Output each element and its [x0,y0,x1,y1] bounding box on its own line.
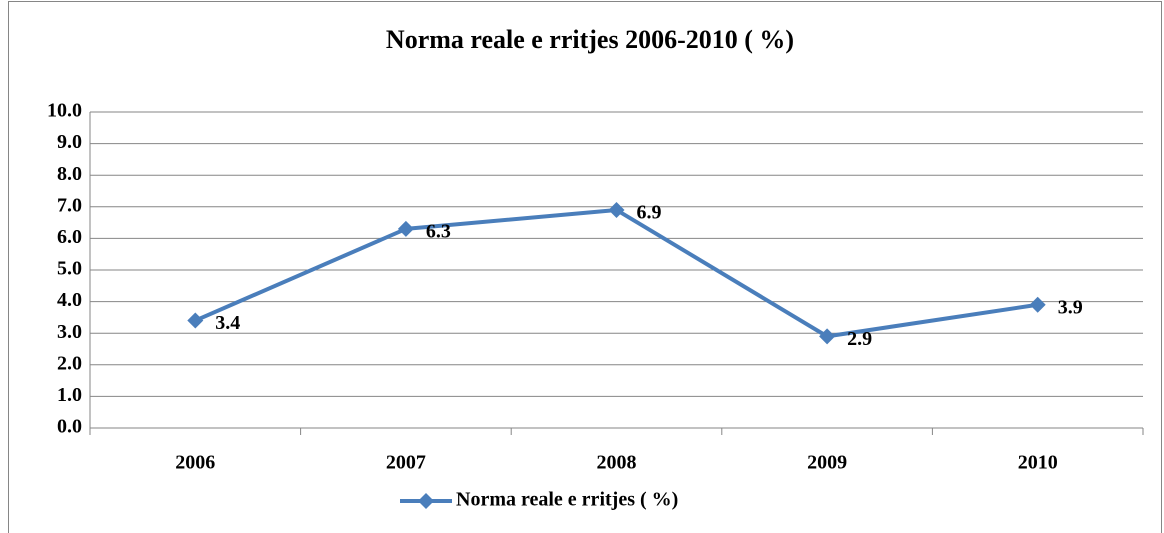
legend-label: Norma reale e rritjes ( %) [456,489,678,511]
x-tick-label: 2008 [597,452,637,474]
x-tick-label: 2010 [1018,452,1058,474]
y-tick-label: 9.0 [57,131,82,153]
y-tick-label: 4.0 [57,289,82,311]
x-tick-label: 2007 [386,452,426,474]
marker [187,312,204,329]
y-tick-label: 6.0 [57,226,82,248]
data-label: 6.9 [637,202,662,224]
marker [819,328,836,345]
marker [397,220,414,237]
y-tick-label: 1.0 [57,384,82,406]
chart-border [8,1,1162,533]
data-label: 3.4 [215,312,240,334]
legend-marker [418,493,434,509]
data-label: 2.9 [847,328,872,350]
x-tick-label: 2009 [807,452,847,474]
x-tick-label: 2006 [175,452,215,474]
data-label: 3.9 [1058,296,1083,318]
y-tick-label: 0.0 [57,416,82,438]
chart-title: Norma reale e rritjes 2006-2010 ( %) [386,25,794,54]
y-tick-label: 8.0 [57,163,82,185]
y-tick-label: 10.0 [47,100,82,122]
y-tick-label: 7.0 [57,194,82,216]
marker [1029,296,1046,313]
y-tick-label: 3.0 [57,321,82,343]
y-tick-label: 2.0 [57,352,82,374]
marker [608,201,625,218]
data-label: 6.3 [426,221,451,243]
y-tick-label: 5.0 [57,258,82,280]
